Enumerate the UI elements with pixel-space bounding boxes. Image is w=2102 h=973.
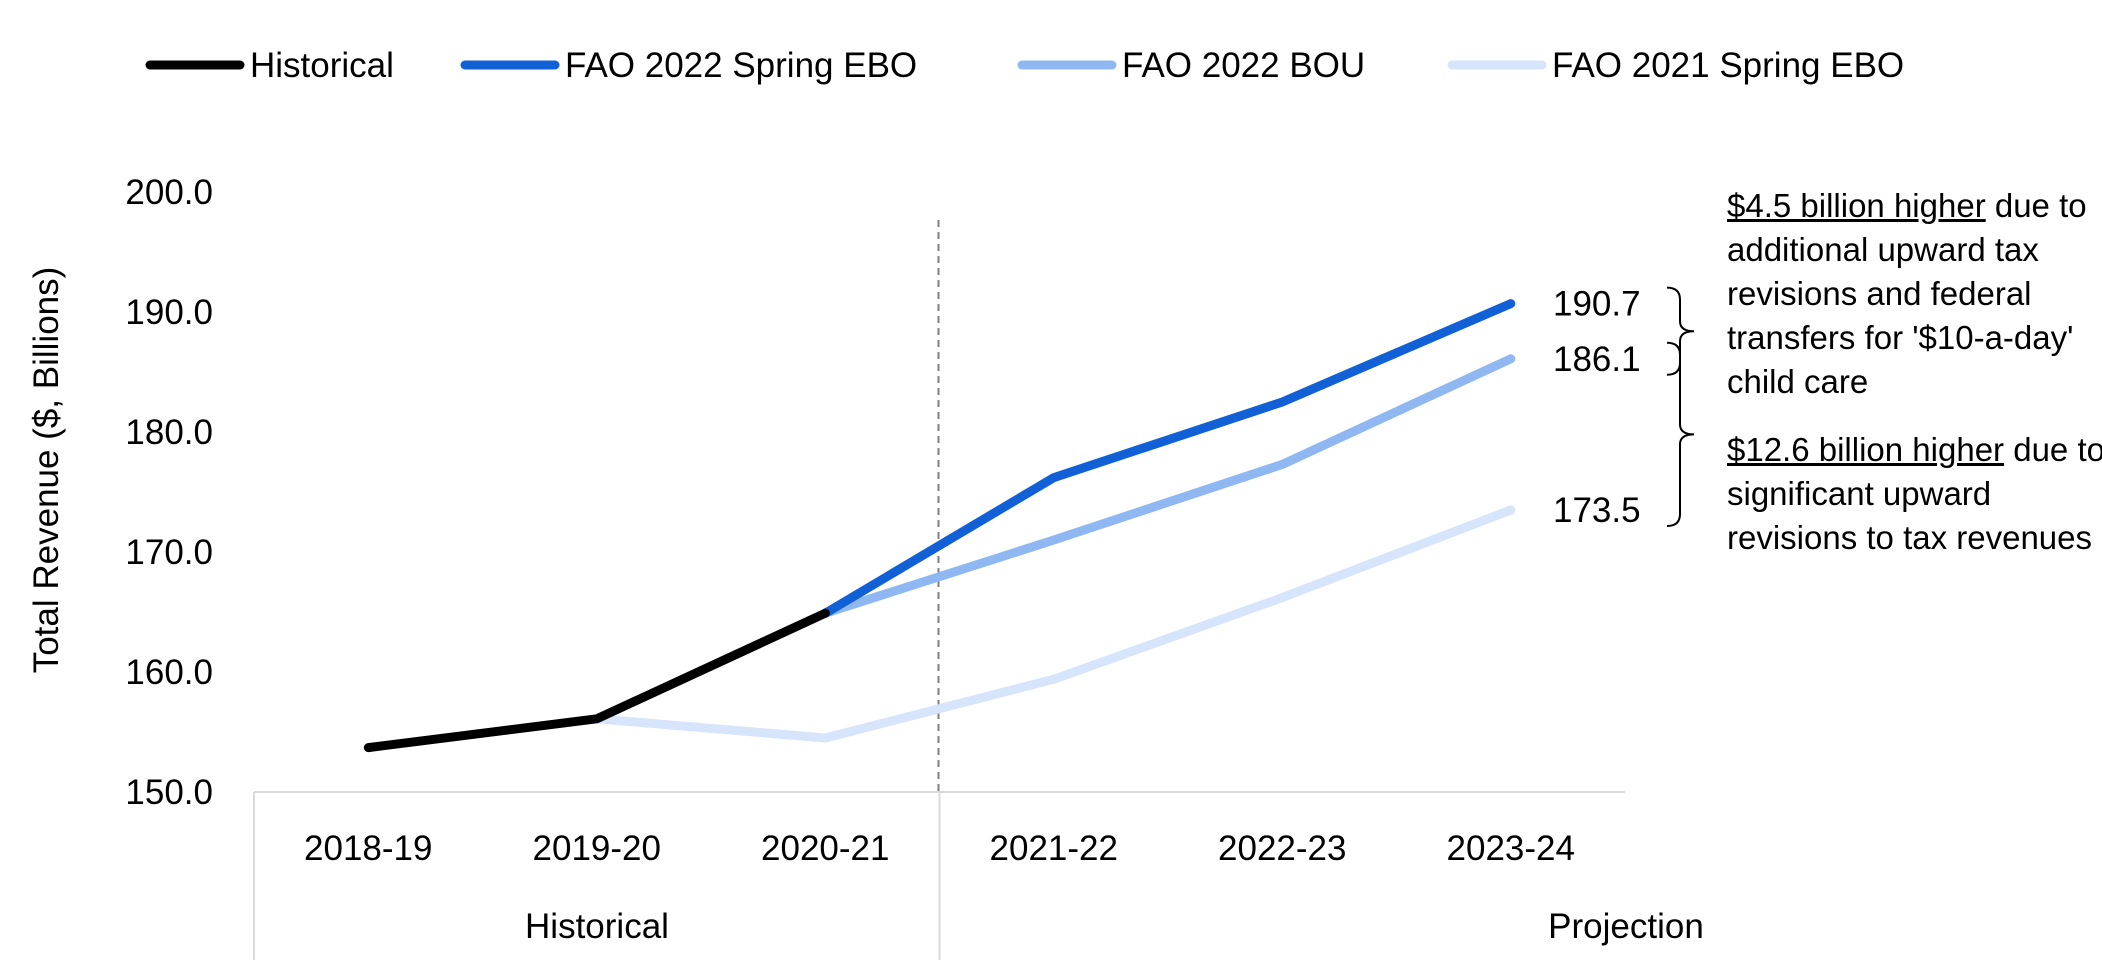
y-tick-label: 180.0 <box>125 413 213 452</box>
y-tick-label: 150.0 <box>125 773 213 812</box>
annotation-note-1: $4.5 billion higher due to additional up… <box>1727 184 2102 404</box>
end-value-label: 173.5 <box>1553 491 1641 530</box>
x-tick-label: 2021-22 <box>990 829 1118 868</box>
legend-label: FAO 2022 BOU <box>1122 46 1365 85</box>
period-group-label: Historical <box>525 907 669 946</box>
legend-label: FAO 2021 Spring EBO <box>1552 46 1904 85</box>
x-tick-label: 2023-24 <box>1447 829 1575 868</box>
axes <box>253 220 1625 960</box>
x-tick-label: 2019-20 <box>533 829 661 868</box>
legend: Historical FAO 2022 Spring EBO FAO 2022 BO… <box>145 46 1904 85</box>
x-tick-label: 2018-19 <box>304 829 432 868</box>
end-value-label: 190.7 <box>1553 285 1641 324</box>
y-tick-label: 200.0 <box>125 173 213 212</box>
series-line-1 <box>820 299 1516 618</box>
y-tick-label: 170.0 <box>125 533 213 572</box>
series-lines <box>363 299 1516 753</box>
series-line-0 <box>363 608 830 753</box>
x-tick-label: 2020-21 <box>761 829 889 868</box>
annotation-highlight: $12.6 billion higher <box>1727 431 2005 468</box>
legend-label: Historical <box>250 46 394 85</box>
y-tick-label: 190.0 <box>125 293 213 332</box>
period-group-label: Projection <box>1548 907 1704 946</box>
end-value-label: 186.1 <box>1553 340 1641 379</box>
legend-label: FAO 2022 Spring EBO <box>565 46 917 85</box>
series-line-2 <box>820 354 1516 618</box>
annotation-brace <box>1666 341 1695 527</box>
x-tick-label: 2022-23 <box>1218 829 1346 868</box>
annotation-highlight: $4.5 billion higher <box>1727 187 1986 224</box>
annotation-note-2: $12.6 billion higher due to significant … <box>1727 428 2102 560</box>
annotation-text: due to additional upward tax revisions a… <box>1727 187 2087 400</box>
series-line-3 <box>592 505 1516 743</box>
annotation-braces <box>1666 286 1695 527</box>
y-axis-title: Total Revenue ($, Billions) <box>27 267 66 674</box>
y-tick-label: 160.0 <box>125 653 213 692</box>
period-groups: Historical Projection <box>525 907 1704 946</box>
annotation-text: due to significant upward revisions to t… <box>1727 431 2102 556</box>
end-labels: 190.7 186.1 173.5 <box>1553 285 1641 530</box>
y-axis-ticks: 150.0 160.0 170.0 180.0 190.0 200.0 <box>125 173 213 812</box>
x-axis-ticks: 2018-19 2019-20 2020-21 2021-22 2022-23 2023-… <box>304 829 1575 868</box>
